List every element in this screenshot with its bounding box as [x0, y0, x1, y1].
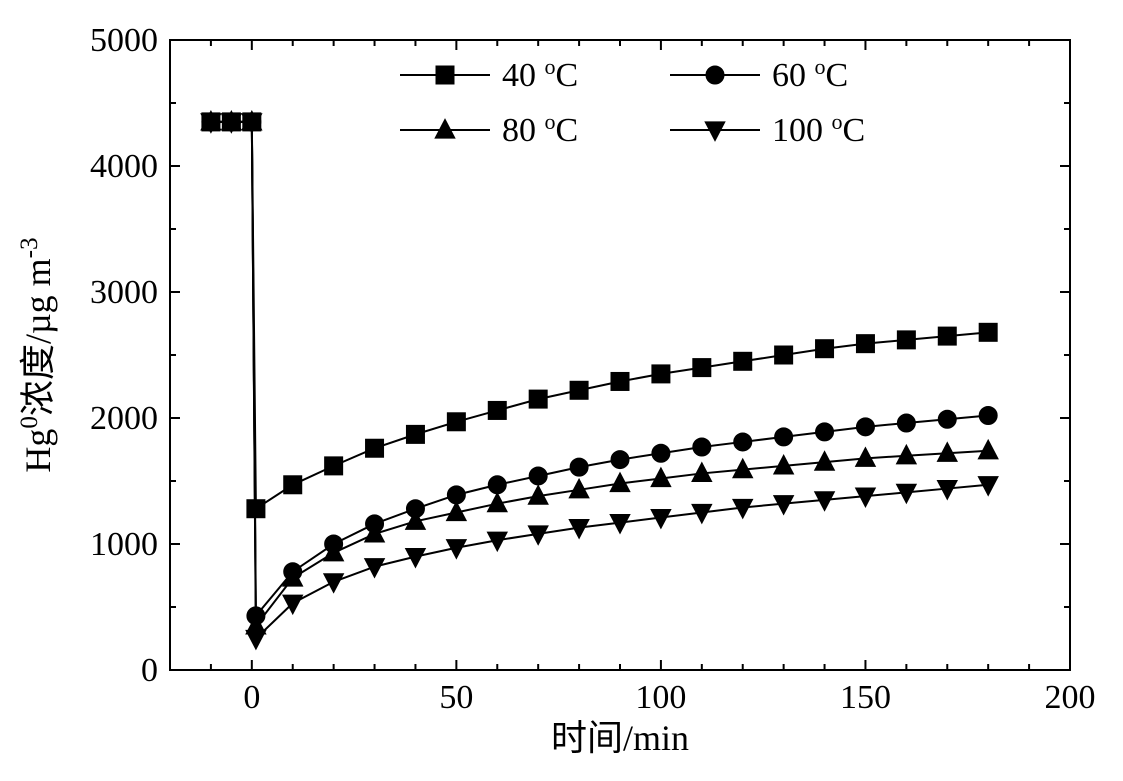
svg-text:200: 200 [1045, 679, 1096, 716]
svg-text:0: 0 [141, 652, 158, 689]
svg-text:100 oC: 100 oC [772, 109, 865, 150]
svg-text:1000: 1000 [90, 526, 158, 563]
svg-text:时间/min: 时间/min [551, 718, 689, 758]
svg-text:80 oC: 80 oC [502, 109, 578, 150]
svg-text:2000: 2000 [90, 400, 158, 437]
svg-text:4000: 4000 [90, 148, 158, 185]
svg-text:100: 100 [635, 679, 686, 716]
svg-text:50: 50 [439, 679, 473, 716]
svg-text:Hg0浓度/µg m-3: Hg0浓度/µg m-3 [16, 237, 59, 472]
svg-text:5000: 5000 [90, 22, 158, 59]
svg-text:3000: 3000 [90, 274, 158, 311]
svg-text:150: 150 [840, 679, 891, 716]
svg-text:60 oC: 60 oC [772, 54, 848, 95]
svg-text:0: 0 [243, 679, 260, 716]
chart-container: 050100150200010002000300040005000时间/minH… [0, 0, 1123, 781]
line-chart: 050100150200010002000300040005000时间/minH… [0, 0, 1123, 781]
svg-text:40 oC: 40 oC [502, 54, 578, 95]
